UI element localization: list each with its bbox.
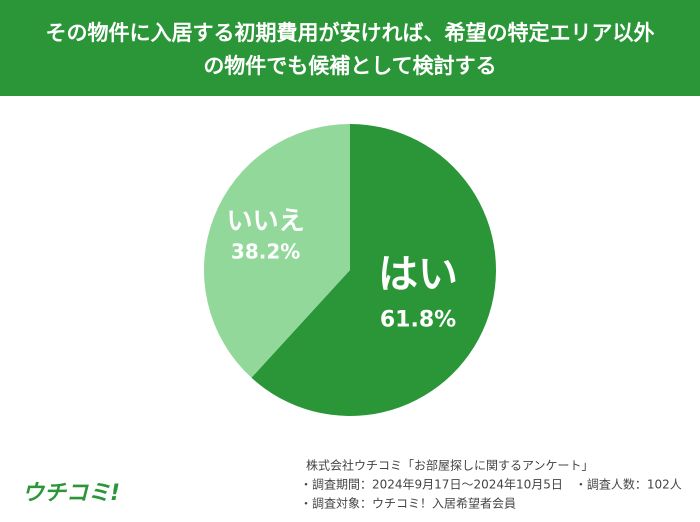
- title-line: その物件に入居する初期費用が安ければ、希望の特定エリア以外: [46, 21, 655, 45]
- title: その物件に入居する初期費用が安ければ、希望の特定エリア以外の物件でも候補として検…: [46, 21, 655, 78]
- slice-label: はい: [378, 251, 458, 297]
- value-label: 61.8%: [380, 307, 456, 332]
- logo: ウチコミ!: [22, 481, 120, 506]
- note: ・調査対象：ウチコミ！入居希望者会員: [300, 496, 516, 511]
- pie: はい 61.8% いいえ 38.2%: [203, 124, 496, 416]
- header: [0, 0, 700, 96]
- slice-label: いいえ: [227, 207, 305, 237]
- notes: 株式会社ウチコミ「お部屋探しに関するアンケート」・調査期間：2024年9月17日…: [300, 458, 682, 511]
- note: ・調査期間：2024年9月17日〜2024年10月5日 ・調査人数：102人: [300, 477, 682, 492]
- note: 株式会社ウチコミ「お部屋探しに関するアンケート」: [306, 458, 594, 473]
- pie-slice: [251, 124, 496, 416]
- title-line: の物件でも候補として検討する: [203, 54, 496, 78]
- pie-slice: [203, 124, 350, 378]
- value-label: 38.2%: [231, 240, 300, 264]
